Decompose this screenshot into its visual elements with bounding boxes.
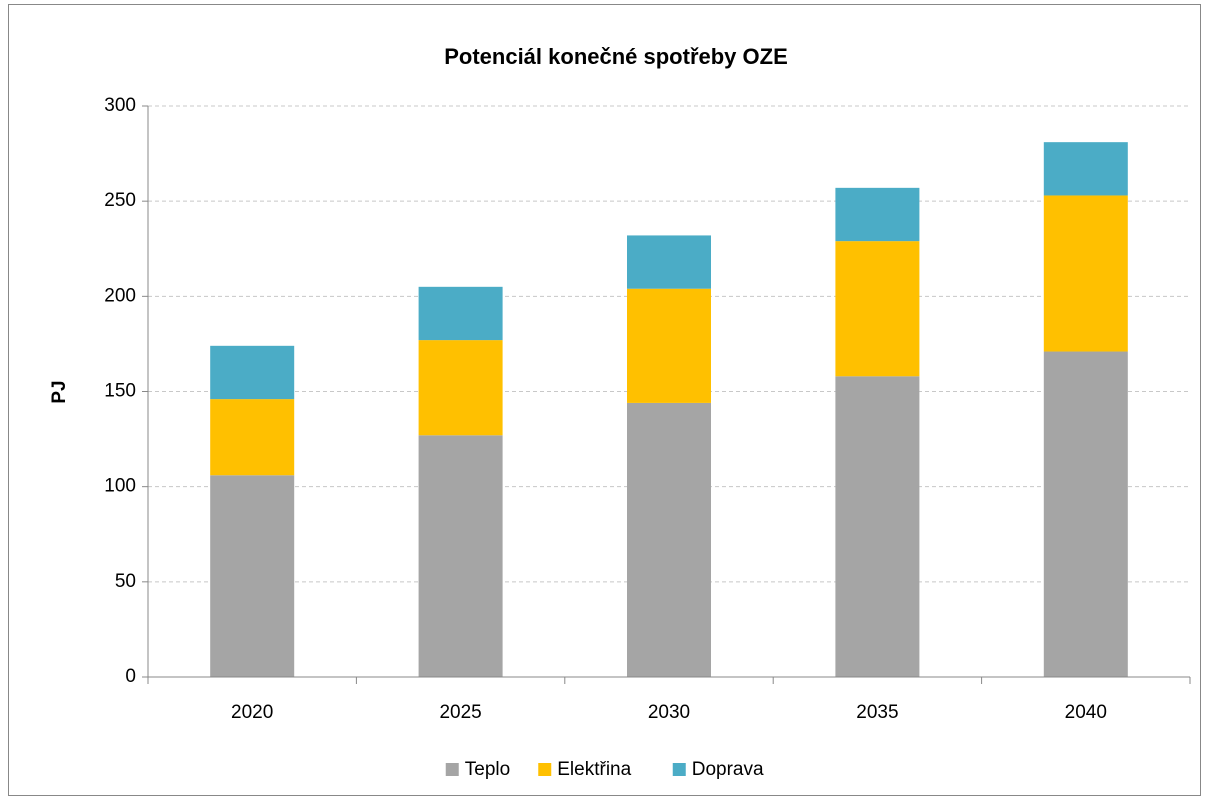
bar [627, 235, 711, 289]
y-axis-label: PJ [49, 380, 70, 403]
y-tick-label: 300 [104, 95, 136, 116]
y-tick-label: 200 [104, 285, 136, 306]
legend-swatch [445, 763, 459, 776]
x-tick-label: 2030 [648, 702, 690, 723]
legend-label: Doprava [692, 759, 764, 780]
chart-title: Potenciál konečné spotřeby OZE [444, 44, 788, 69]
bar [835, 187, 920, 242]
bar [627, 402, 711, 677]
legend-label: Teplo [465, 759, 510, 780]
bar [835, 241, 920, 377]
x-tick-label: 2025 [439, 702, 481, 723]
bar [835, 376, 920, 677]
y-tick-label: 0 [125, 666, 136, 687]
bar [210, 399, 295, 476]
bar [418, 435, 503, 677]
bar [1043, 195, 1128, 352]
bar [418, 340, 503, 436]
bar [210, 475, 295, 677]
legend-label: Elektřina [557, 759, 631, 780]
bar [1043, 351, 1128, 677]
x-tick-label: 2035 [856, 702, 898, 723]
bar [418, 286, 503, 341]
bar [1043, 142, 1128, 196]
x-tick-label: 2020 [231, 702, 273, 723]
chart-border [8, 4, 1201, 796]
y-tick-label: 50 [115, 571, 136, 592]
y-tick-label: 250 [104, 190, 136, 211]
x-tick-label: 2040 [1065, 702, 1107, 723]
y-tick-label: 150 [104, 381, 136, 402]
legend-swatch [672, 763, 686, 776]
y-tick-label: 100 [104, 476, 136, 497]
bar [210, 345, 295, 400]
legend-swatch [538, 763, 552, 776]
bar [627, 288, 711, 403]
